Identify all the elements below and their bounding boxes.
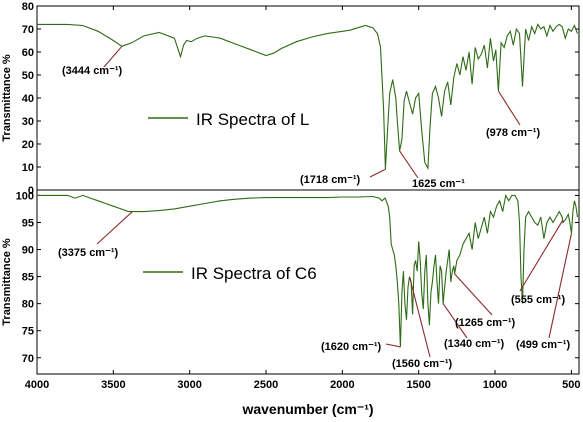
x-tick-label: 3500 bbox=[101, 379, 125, 391]
y-tick-label: 85 bbox=[22, 272, 34, 284]
legend-bottom: IR Spectra of C6 bbox=[143, 264, 317, 283]
top-annotations: (3444 cm⁻¹) (1718 cm⁻¹) 1625 cm⁻¹ (978 cm⁻¹… bbox=[62, 45, 540, 190]
annotation-leader bbox=[519, 219, 564, 292]
legend-top: IR Spectra of L bbox=[148, 110, 309, 129]
y-tick-label: 75 bbox=[22, 326, 34, 338]
annotation-leader bbox=[96, 211, 133, 245]
y-tick-label: 20 bbox=[22, 139, 34, 151]
annotation-label: (978 cm⁻¹) bbox=[486, 127, 540, 139]
x-axis-title: wavenumber (cm⁻¹) bbox=[241, 401, 373, 417]
annotation-leader bbox=[408, 276, 431, 358]
bottom-y-axis-title: Transmittance % bbox=[1, 238, 13, 326]
annotation-label: (1340 cm⁻¹) bbox=[444, 338, 505, 350]
y-tick-label: 95 bbox=[22, 217, 34, 229]
top-panel: 0 10 20 30 40 50 60 70 80 (3444 cm⁻¹) (1718 cm⁻¹)… bbox=[1, 1, 580, 197]
annotation-label: (1560 cm⁻¹) bbox=[392, 358, 453, 370]
y-tick-label: 10 bbox=[22, 162, 34, 174]
y-tick-label: 40 bbox=[22, 93, 34, 105]
annotation-label: (1620 cm⁻¹) bbox=[321, 341, 382, 353]
annotation-label: (3375 cm⁻¹) bbox=[58, 247, 119, 259]
annotation-label: (555 cm⁻¹) bbox=[511, 294, 565, 306]
y-tick-label: 30 bbox=[22, 116, 34, 128]
annotation-leader bbox=[442, 303, 468, 339]
annotation-leader bbox=[399, 150, 419, 179]
series-line-ir-l bbox=[37, 23, 579, 171]
y-tick-label: 80 bbox=[22, 1, 34, 13]
top-y-axis-title: Transmittance % bbox=[1, 54, 13, 142]
annotation-leader bbox=[385, 343, 401, 348]
x-tick-label: 500 bbox=[562, 379, 580, 391]
annotation-leader bbox=[103, 45, 123, 68]
x-tick-label: 3000 bbox=[177, 379, 201, 391]
y-tick-label: 60 bbox=[22, 47, 34, 59]
y-tick-label: 50 bbox=[22, 70, 34, 82]
annotation-label: (499 cm⁻¹) bbox=[516, 339, 570, 351]
annotation-label: 1625 cm⁻¹ bbox=[412, 178, 465, 190]
annotation-label: (3444 cm⁻¹) bbox=[62, 65, 123, 77]
bottom-annotations: (3375 cm⁻¹) (1620 cm⁻¹) (1560 cm⁻¹) (1340 c… bbox=[58, 211, 573, 370]
x-tick-label: 4000 bbox=[25, 379, 49, 391]
x-axis: 4000 3500 3000 2500 2000 1500 1000 500 bbox=[25, 6, 581, 391]
x-tick-label: 1000 bbox=[483, 379, 507, 391]
x-tick-label: 2000 bbox=[330, 379, 354, 391]
x-tick-label: 2500 bbox=[254, 379, 278, 391]
legend-label-ir-l: IR Spectra of L bbox=[196, 110, 309, 129]
legend-label-ir-c6: IR Spectra of C6 bbox=[191, 264, 317, 283]
annotation-leader bbox=[548, 233, 573, 339]
bottom-y-axis: 70 75 80 85 90 95 100 bbox=[16, 190, 579, 365]
annotation-leader bbox=[454, 273, 493, 316]
annotation-label: (1265 cm⁻¹) bbox=[455, 317, 516, 329]
x-tick-label: 1500 bbox=[406, 379, 430, 391]
y-tick-label: 70 bbox=[22, 353, 34, 365]
y-tick-label: 70 bbox=[22, 24, 34, 36]
y-tick-label: 100 bbox=[16, 190, 34, 202]
annotation-leader bbox=[497, 90, 521, 126]
top-y-axis: 0 10 20 30 40 50 60 70 80 bbox=[22, 1, 579, 197]
y-tick-label: 80 bbox=[22, 299, 34, 311]
series-line-ir-c6 bbox=[37, 193, 579, 347]
bottom-plot-frame bbox=[36, 189, 580, 375]
annotation-label: (1718 cm⁻¹) bbox=[300, 174, 361, 186]
y-tick-label: 0 bbox=[28, 185, 34, 197]
y-tick-label: 90 bbox=[22, 245, 34, 257]
annotation-leader bbox=[369, 168, 386, 178]
